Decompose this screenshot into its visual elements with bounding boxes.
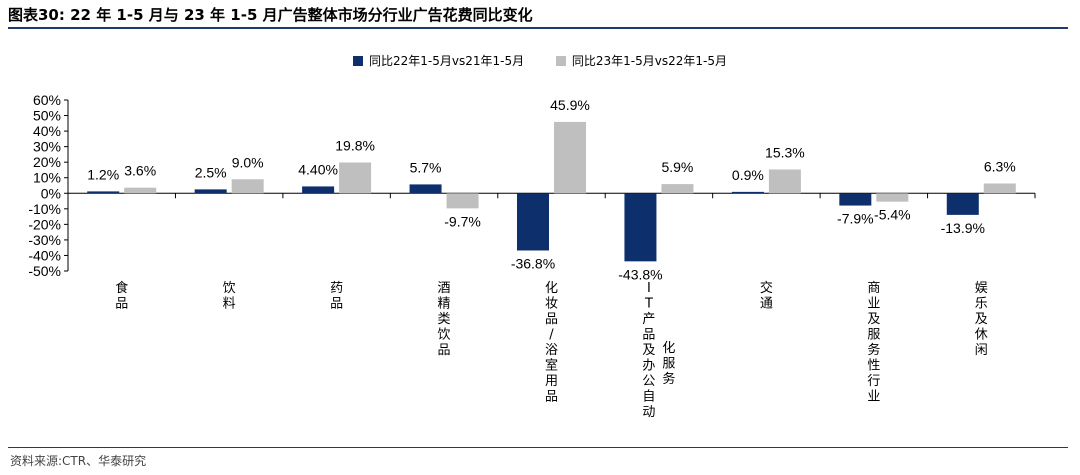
bar-2 bbox=[768, 169, 801, 194]
data-label-1: -7.9% bbox=[837, 211, 874, 227]
legend-label-series-2: 同比23年1-5月vs22年1-5月 bbox=[571, 54, 727, 68]
x-tick-label: I T 产品及办公自动化服务 bbox=[642, 281, 675, 420]
y-tick-label: 30% bbox=[33, 139, 61, 155]
bar-1 bbox=[731, 191, 764, 194]
bar-1 bbox=[624, 193, 657, 262]
y-tick-label: 40% bbox=[33, 123, 61, 139]
x-tick-label: 化妆品/浴室用品 bbox=[545, 281, 558, 405]
bar-2 bbox=[983, 183, 1016, 194]
legend-item-series-1: 同比22年1-5月vs21年1-5月 bbox=[352, 52, 525, 69]
x-tick-label: 饮料 bbox=[223, 281, 236, 312]
data-label-1: 0.9% bbox=[732, 167, 764, 183]
bar-1 bbox=[194, 189, 227, 194]
bar-2 bbox=[231, 179, 264, 194]
data-label-1: -43.8% bbox=[618, 266, 662, 282]
y-tick-label: -40% bbox=[28, 247, 61, 263]
data-label-2: 3.6% bbox=[124, 163, 156, 179]
bar-2 bbox=[446, 193, 479, 209]
y-tick-label: 50% bbox=[33, 108, 61, 124]
y-tick-label: -20% bbox=[28, 216, 61, 232]
bar-2 bbox=[661, 184, 694, 194]
legend-swatch-series-2 bbox=[555, 55, 566, 66]
data-label-2: 19.8% bbox=[335, 137, 375, 153]
data-label-1: 5.7% bbox=[410, 159, 442, 175]
bar-1 bbox=[839, 193, 872, 206]
x-tick-label: 交通 bbox=[760, 280, 773, 312]
x-tick-label: 商业及服务性行业 bbox=[867, 281, 880, 405]
data-label-2: -5.4% bbox=[874, 207, 911, 223]
data-label-1: 1.2% bbox=[87, 166, 119, 182]
data-label-2: 15.3% bbox=[765, 144, 805, 160]
data-label-2: 9.0% bbox=[232, 154, 264, 170]
source-note: 资料来源:CTR、华泰研究 bbox=[10, 454, 147, 468]
bar-2 bbox=[124, 187, 157, 194]
bar-1 bbox=[409, 184, 442, 194]
data-label-2: 5.9% bbox=[661, 159, 693, 175]
data-label-2: 6.3% bbox=[984, 158, 1016, 174]
legend-label-series-1: 同比22年1-5月vs21年1-5月 bbox=[368, 54, 525, 68]
y-tick-label: 0% bbox=[41, 185, 61, 201]
data-label-2: 45.9% bbox=[550, 97, 590, 113]
data-label-1: 2.5% bbox=[195, 164, 227, 180]
data-label-1: 4.40% bbox=[298, 161, 338, 177]
x-tick-label: 药品 bbox=[330, 281, 343, 312]
bar-2 bbox=[876, 193, 909, 202]
x-tick-label: 食品 bbox=[115, 280, 128, 312]
y-tick-label: -30% bbox=[28, 232, 61, 248]
bar-1 bbox=[87, 191, 120, 194]
x-tick-label: 酒精类饮品 bbox=[438, 281, 451, 358]
figure-title: 图表30: 22 年 1-5 月与 23 年 1-5 月广告整体市场分行业广告花… bbox=[8, 6, 533, 24]
data-label-1: -36.8% bbox=[511, 255, 555, 271]
legend-item-series-2: 同比23年1-5月vs22年1-5月 bbox=[555, 52, 727, 69]
y-tick-label: -50% bbox=[28, 263, 61, 279]
y-tick-label: 60% bbox=[33, 92, 61, 108]
bar-1 bbox=[302, 186, 335, 194]
data-label-2: -9.7% bbox=[444, 213, 481, 229]
footer-divider bbox=[8, 447, 1068, 448]
y-tick-label: -10% bbox=[28, 201, 61, 217]
legend-swatch-series-1 bbox=[352, 55, 363, 66]
chart-legend: 同比22年1-5月vs21年1-5月 同比23年1-5月vs22年1-5月 bbox=[0, 52, 1080, 69]
data-label-1: -13.9% bbox=[941, 220, 985, 236]
title-divider bbox=[8, 27, 1068, 29]
x-tick-label: 娱乐及休闲 bbox=[975, 281, 988, 358]
y-tick-label: 20% bbox=[33, 154, 61, 170]
bar-2 bbox=[339, 162, 372, 194]
bar-chart: -50%-40%-30%-20%-10%0%10%20%30%40%50%60%… bbox=[28, 92, 1036, 420]
y-tick-label: 10% bbox=[33, 170, 61, 186]
bar-2 bbox=[554, 121, 586, 194]
bar-1 bbox=[517, 193, 549, 251]
bar-1 bbox=[946, 193, 979, 215]
